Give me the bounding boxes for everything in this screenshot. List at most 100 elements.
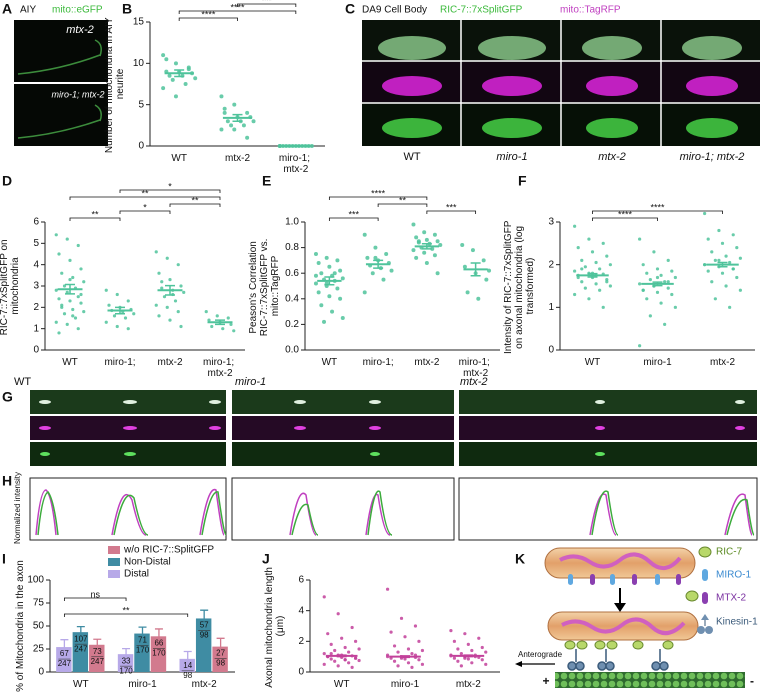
data-point: [322, 319, 327, 324]
count-label: 33: [122, 656, 131, 665]
data-point: [583, 265, 587, 269]
data-point: [645, 271, 649, 275]
marker-label: mito::eGFP: [52, 5, 103, 16]
significance-bracket: [63, 613, 189, 617]
data-point: [126, 327, 130, 331]
x-tick-label: miro-1; mtx-2: [279, 153, 313, 175]
panel-letter: C: [345, 1, 355, 17]
data-point: [57, 252, 61, 256]
data-point: [354, 656, 358, 660]
y-axis-label-line: mito::TagRFP: [270, 255, 281, 316]
y-axis-label-line: (μm): [275, 616, 286, 637]
data-point: [338, 268, 343, 273]
x-tick-label: WT: [171, 153, 187, 164]
y-tick-label: 10: [133, 58, 145, 69]
y-axis-label: Intensity of RIC-7::7xSplitGFP on axonal…: [503, 218, 536, 354]
data-point: [336, 612, 340, 616]
data-point: [157, 314, 161, 318]
significance-label: ****: [371, 188, 386, 198]
x-tick-label: mtx-2: [456, 679, 481, 690]
data-point: [663, 322, 667, 326]
data-point: [724, 284, 728, 288]
data-point: [167, 73, 172, 78]
panel-letter: J: [262, 551, 270, 567]
y-tick-label: 0: [33, 345, 39, 356]
data-point: [336, 664, 340, 668]
data-point: [735, 275, 739, 280]
column-label: mtx-2: [460, 376, 488, 388]
significance-label: **: [91, 209, 99, 219]
x-tick-label-line: mtx-2: [283, 164, 308, 175]
data-point: [573, 224, 577, 228]
direction-label: Anterograde: [518, 650, 563, 659]
error-bar: [174, 69, 185, 78]
data-point: [73, 316, 78, 320]
error-bar: [215, 319, 225, 326]
data-point: [79, 292, 83, 297]
error-bar: [165, 284, 175, 296]
data-point: [666, 280, 670, 284]
row-label: miro-1; mtx-2: [51, 89, 104, 99]
bar: [117, 654, 134, 672]
significance-bracket: [169, 203, 221, 207]
significance-bracket: [119, 210, 171, 214]
data-point: [322, 652, 326, 656]
trace-box: [458, 477, 758, 541]
y-tick-label: 25: [33, 644, 45, 655]
data-point: [173, 61, 178, 66]
data-point: [183, 82, 188, 86]
significance-bracket: [178, 17, 238, 21]
data-point: [449, 653, 453, 657]
data-point: [673, 275, 677, 280]
data-point: [403, 635, 407, 639]
error-bar: [200, 609, 209, 627]
y-axis-label: Normalized intensity: [13, 472, 22, 544]
y-tick-label: 1.0: [285, 217, 299, 228]
significance-label: **: [141, 188, 149, 198]
data-point: [459, 664, 463, 668]
data-point: [594, 282, 598, 286]
data-point: [573, 269, 577, 273]
mtx: [590, 574, 681, 585]
cell-body: [582, 36, 642, 60]
y-tick-label: 0.2: [285, 319, 299, 330]
y-axis-label-line: on axonal mitochondria (log: [514, 223, 525, 349]
data-point: [57, 297, 61, 301]
bar: [195, 618, 212, 672]
data-point: [245, 135, 250, 140]
data-point: [580, 258, 584, 262]
data-point: [422, 250, 427, 255]
panel-letter: H: [2, 473, 12, 489]
cristae: [559, 552, 682, 570]
data-point: [717, 258, 721, 262]
data-point: [590, 250, 595, 254]
data-point: [104, 320, 108, 324]
y-tick-label: 0.6: [285, 268, 299, 279]
data-point: [724, 254, 728, 258]
x-tick-label-line: mtx-2: [158, 357, 183, 368]
micrograph: [459, 416, 757, 440]
data-point: [416, 239, 421, 244]
significance-label: ****: [230, 2, 245, 12]
error-bar: [60, 639, 69, 655]
data-point: [484, 662, 488, 666]
data-point: [449, 629, 453, 633]
micrograph: [232, 390, 454, 414]
x-tick-label: WT: [585, 357, 601, 368]
data-point: [54, 233, 58, 237]
data-point: [112, 314, 117, 318]
trace: [37, 490, 755, 536]
cell-body: [686, 76, 738, 96]
cell-body: [482, 76, 542, 96]
data-point: [484, 277, 489, 282]
y-axis-label-line: Axonal mitochondria length: [264, 564, 275, 687]
y-tick-label: 0.0: [285, 345, 299, 356]
y-tick-label: 6: [298, 575, 304, 586]
data-point: [608, 284, 612, 288]
data-point: [251, 119, 256, 124]
data-point: [232, 329, 236, 333]
y-tick-label: 0: [298, 667, 304, 678]
column-label: mtx-2: [598, 151, 626, 163]
cell-body: [686, 118, 738, 138]
cristae: [561, 617, 686, 635]
